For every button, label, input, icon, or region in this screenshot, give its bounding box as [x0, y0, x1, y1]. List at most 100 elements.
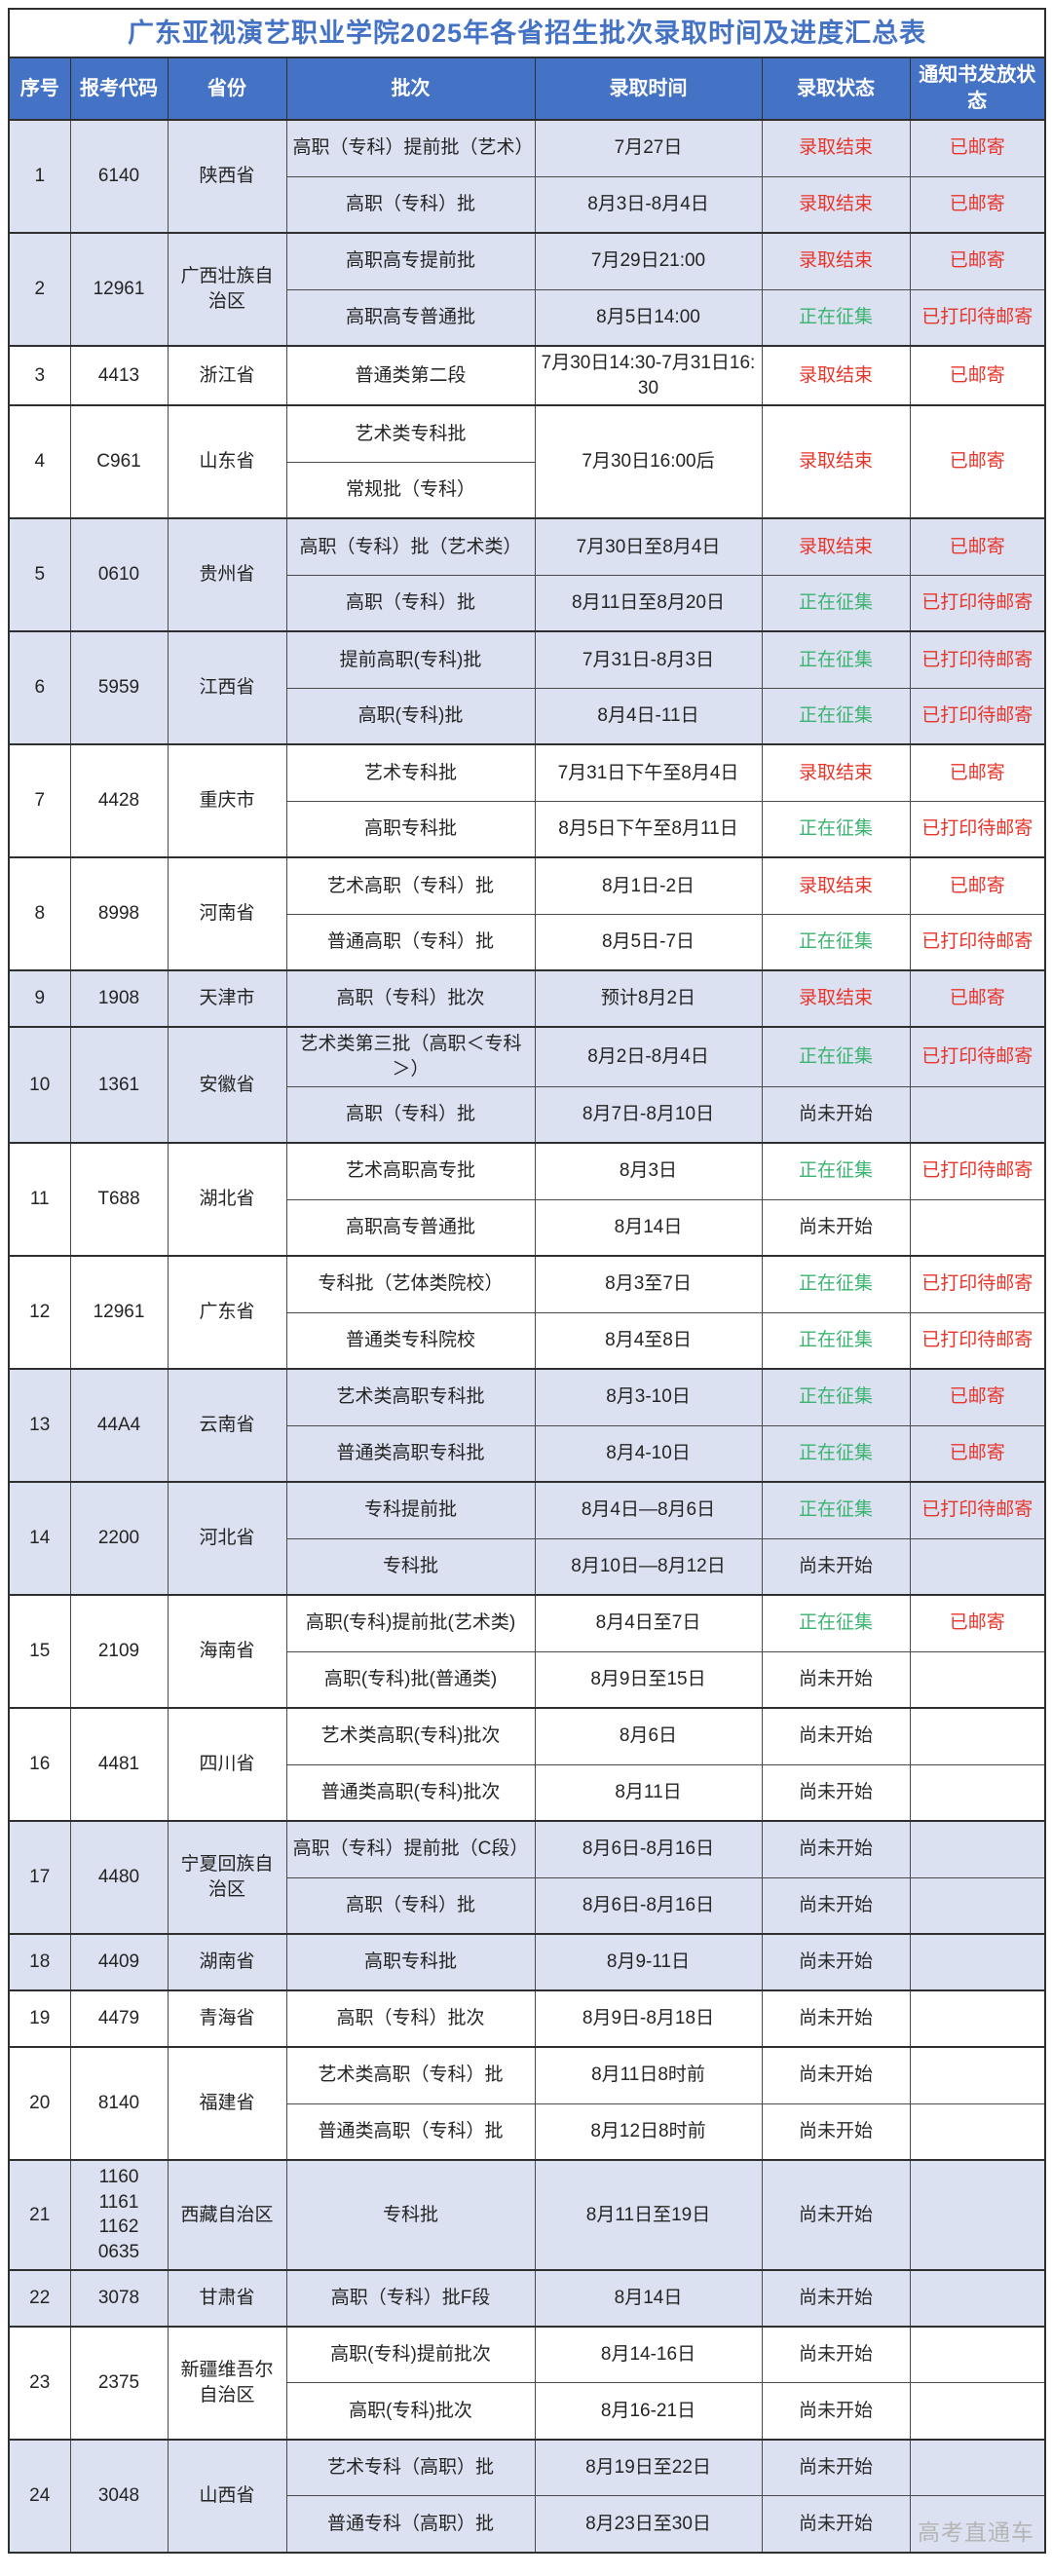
table-row: 23 2375 新疆维吾尔自治区 高职(专科)提前批次 8月14-16日 尚未开始	[8, 2325, 1046, 2441]
admission-time-cell: 8月6日-8月16日	[534, 1876, 763, 1935]
admission-status-cell: 尚未开始	[761, 1820, 911, 1878]
batch-name-cell: 艺术专科（高职）批	[285, 2438, 536, 2497]
admission-time-cell: 8月14日	[534, 2268, 763, 2328]
batch-name-cell: 普通高职（专科）批	[285, 913, 536, 971]
exam-code-cell: 8140	[69, 2046, 169, 2161]
batch-name-cell: 高职（专科）批（艺术类）	[285, 517, 536, 576]
batch-name-cell: 艺术高职高专批	[285, 1142, 536, 1200]
admission-time-cell: 8月4至8日	[534, 1311, 763, 1370]
admission-status-cell: 尚未开始	[761, 2382, 911, 2441]
table-row: 5 0610 贵州省 高职（专科）批（艺术类） 7月30日至8月4日 录取结束 已邮寄	[8, 517, 1046, 632]
row-index-cell: 19	[8, 1989, 71, 2048]
province-cell: 四川省	[167, 1707, 287, 1822]
admission-time-cell: 8月3日	[534, 1142, 763, 1200]
table-row: 18 4409 湖南省 高职专科批 8月9-11日 尚未开始	[8, 1933, 1046, 1991]
province-cell: 江西省	[167, 630, 287, 745]
row-index-cell: 4	[8, 404, 71, 519]
exam-code-cell: 4413	[69, 344, 169, 406]
title-row: 广东亚视演艺职业学院2025年各省招生批次录取时间及进度汇总表	[8, 8, 1046, 58]
table-row: 24 3048 山西省 艺术专科（高职）批 8月19日至22日 尚未开始	[8, 2438, 1046, 2554]
batch-name-cell: 艺术类高职专科批	[285, 1368, 536, 1426]
admission-time-cell: 8月14-16日	[534, 2325, 763, 2384]
admission-time-cell: 8月6日	[534, 1707, 763, 1765]
province-cell: 重庆市	[167, 743, 287, 858]
row-index-cell: 24	[8, 2438, 71, 2554]
notice-status-cell: 已邮寄	[909, 404, 1046, 519]
row-index-cell: 18	[8, 1933, 71, 1991]
batch-name-cell: 艺术专科批	[285, 743, 536, 802]
notice-status-cell	[909, 1989, 1046, 2048]
table-row: 10 1361 安徽省 艺术类第三批（高职＜专科＞） 8月2日-8月4日 正在征集 已打印待…	[8, 1026, 1046, 1144]
notice-status-cell	[909, 1820, 1046, 1878]
table-row: 11 T688 湖北省 艺术高职高专批 8月3日 正在征集 已打印待邮寄	[8, 1142, 1046, 1257]
row-index-cell: 20	[8, 2046, 71, 2161]
admission-time-cell: 8月5日-7日	[534, 913, 763, 971]
admission-status-cell: 正在征集	[761, 288, 911, 347]
admission-time-cell: 7月29日21:00	[534, 232, 763, 290]
batch-name-cell: 专科批	[285, 1537, 536, 1596]
batch-name-cell: 普通类高职专科批	[285, 1424, 536, 1483]
header-row: 序号 报考代码 省份 批次 录取时间 录取状态 通知书发放状态	[8, 57, 1046, 121]
row-index-cell: 21	[8, 2159, 71, 2271]
batch-name-cell: 专科批（艺体类院校）	[285, 1255, 536, 1313]
notice-status-cell	[909, 2046, 1046, 2104]
batch-name-cell: 艺术类高职(专科)批次	[285, 1707, 536, 1765]
exam-code-cell: 44A4	[69, 1368, 169, 1483]
row-index-cell: 15	[8, 1594, 71, 1709]
province-cell: 宁夏回族自治区	[167, 1820, 287, 1935]
admission-status-cell: 录取结束	[761, 517, 911, 576]
table-row: 12 12961 广东省 专科批（艺体类院校） 8月3至7日 正在征集 已打印待邮寄	[8, 1255, 1046, 1370]
exam-code-cell: T688	[69, 1142, 169, 1257]
row-index-cell: 1	[8, 119, 71, 234]
province-cell: 新疆维吾尔自治区	[167, 2325, 287, 2441]
exam-code-cell: 5959	[69, 630, 169, 745]
table-row: 8 8998 河南省 艺术高职（专科）批 8月1日-2日 录取结束 已邮寄	[8, 856, 1046, 971]
row-index-cell: 5	[8, 517, 71, 632]
table-row: 20 8140 福建省 艺术类高职（专科）批 8月11日8时前 尚未开始	[8, 2046, 1046, 2161]
admission-time-cell: 7月30日16:00后	[534, 404, 763, 519]
admission-time-cell: 7月27日	[534, 119, 763, 177]
row-index-cell: 22	[8, 2268, 71, 2328]
table-row: 16 4481 四川省 艺术类高职(专科)批次 8月6日 尚未开始	[8, 1707, 1046, 1822]
row-index-cell: 16	[8, 1707, 71, 1822]
admission-status-cell: 尚未开始	[761, 2438, 911, 2497]
admission-schedule-table: 广东亚视演艺职业学院2025年各省招生批次录取时间及进度汇总表 序号 报考代码 …	[8, 8, 1047, 2554]
notice-status-cell: 已邮寄	[909, 175, 1046, 234]
col-header-batch: 批次	[285, 57, 536, 121]
batch-name-cell: 高职(专科)批次	[285, 2382, 536, 2441]
admission-status-cell: 正在征集	[761, 1026, 911, 1087]
notice-status-cell: 已打印待邮寄	[909, 288, 1046, 347]
table-row: 22 3078 甘肃省 高职（专科）批F段 8月14日 尚未开始	[8, 2268, 1046, 2328]
province-cell: 甘肃省	[167, 2268, 287, 2328]
admission-status-cell: 尚未开始	[761, 1537, 911, 1596]
notice-status-cell	[909, 2325, 1046, 2384]
exam-code-cell: 4409	[69, 1933, 169, 1991]
notice-status-cell: 已打印待邮寄	[909, 574, 1046, 632]
notice-status-cell: 已邮寄	[909, 856, 1046, 915]
exam-code-cell: 12961	[69, 1255, 169, 1370]
batch-name-cell: 艺术类第三批（高职＜专科＞）	[285, 1026, 536, 1087]
province-cell: 浙江省	[167, 344, 287, 406]
exam-code-cell: 0610	[69, 517, 169, 632]
exam-code-cell: C961	[69, 404, 169, 519]
notice-status-cell: 已邮寄	[909, 119, 1046, 177]
batch-name-cell: 常规批（专科）	[285, 461, 536, 519]
batch-name-cell: 高职专科批	[285, 1933, 536, 1991]
notice-status-cell: 已邮寄	[909, 517, 1046, 576]
notice-status-cell	[909, 2268, 1046, 2328]
province-cell: 陕西省	[167, 119, 287, 234]
batch-name-cell: 专科提前批	[285, 1481, 536, 1539]
batch-name-cell: 高职（专科）提前批（C段）	[285, 1820, 536, 1878]
table-row: 普通高职（专科）批 8月5日-7日 正在征集 已打印待邮寄	[9, 913, 1046, 971]
admission-time-cell: 8月12日8时前	[534, 2102, 763, 2161]
province-cell: 湖北省	[167, 1142, 287, 1257]
row-index-cell: 17	[8, 1820, 71, 1935]
table-row: 3 4413 浙江省 普通类第二段 7月30日14:30-7月31日16:30 录取结束已…	[8, 344, 1046, 406]
province-cell: 安徽省	[167, 1026, 287, 1144]
batch-name-cell: 高职专科批	[285, 800, 536, 858]
col-header-notice: 通知书发放状态	[909, 57, 1046, 121]
admission-time-cell: 预计8月2日	[534, 969, 763, 1028]
batch-name-cell: 高职（专科）批次	[285, 969, 536, 1028]
row-index-cell: 7	[8, 743, 71, 858]
admission-status-cell: 正在征集	[761, 687, 911, 745]
